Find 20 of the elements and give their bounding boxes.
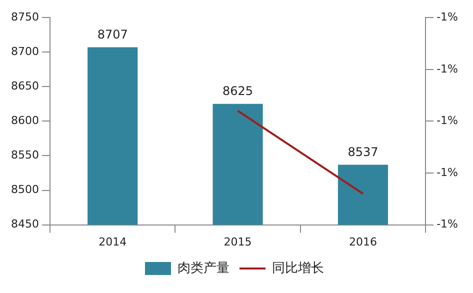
- data-label: 8625: [222, 84, 254, 98]
- y-tick-label: 8650: [10, 80, 39, 93]
- y-tick-label: 8500: [10, 183, 39, 196]
- x-tick-label: 2016: [348, 235, 377, 248]
- y2-tick-label: -1%: [436, 166, 458, 179]
- x-tick-label: 2014: [98, 235, 127, 248]
- x-tick-label: 2015: [224, 235, 252, 248]
- y-tick-label: 8750: [10, 10, 39, 24]
- y2-tick-label: -1%: [436, 10, 458, 24]
- y-tick-label: 8600: [10, 114, 39, 128]
- y2-tick-label: -1%: [436, 62, 458, 76]
- y-tick-label: 8550: [10, 148, 39, 162]
- y2-tick-label: -1%: [436, 218, 458, 231]
- y-tick-label: 8700: [10, 44, 39, 58]
- legend-label: 肉类产量: [178, 260, 230, 276]
- legend-label: 同比增长: [272, 260, 324, 276]
- y2-tick-label: -1%: [436, 114, 458, 128]
- data-label: 8707: [97, 27, 128, 42]
- y-tick-label: 8450: [10, 218, 39, 231]
- data-label: 8537: [348, 144, 378, 159]
